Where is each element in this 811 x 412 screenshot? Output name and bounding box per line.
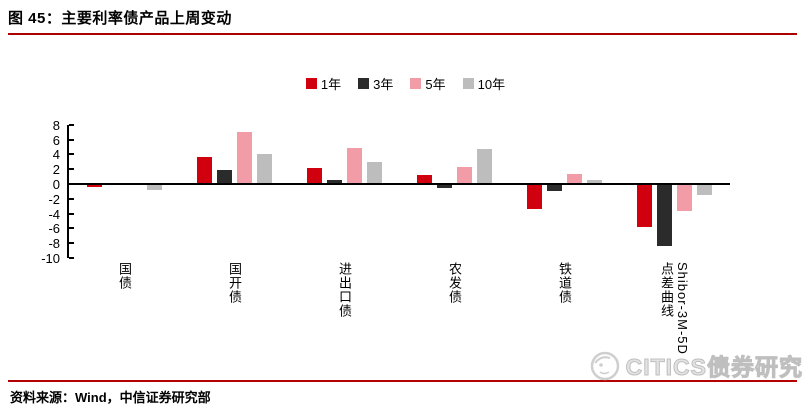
legend-label: 5年 bbox=[425, 77, 446, 92]
y-axis-tick bbox=[69, 123, 74, 126]
bar-进出口债-5年 bbox=[346, 148, 362, 184]
y-axis-tick bbox=[69, 227, 74, 230]
bar-农发债-5年 bbox=[456, 166, 472, 184]
x-axis-zero-line bbox=[67, 183, 730, 185]
x-category-label: 农发债 bbox=[447, 262, 462, 304]
y-tick-label: -2 bbox=[48, 191, 60, 207]
chart-legend: 1年 3年 5年 10年 bbox=[0, 74, 811, 93]
data-source-note: 资料来源：Wind，中信证券研究部 bbox=[10, 390, 211, 405]
bar-铁道债-10年 bbox=[586, 179, 602, 184]
y-tick-label: 0 bbox=[52, 177, 60, 192]
x-category-label: 国债 bbox=[117, 262, 132, 290]
bar-国开债-1年 bbox=[196, 157, 212, 184]
legend-swatch-10年 bbox=[462, 78, 474, 89]
y-axis-tick bbox=[69, 138, 74, 141]
legend-swatch-3年 bbox=[358, 78, 370, 89]
x-category-label: 铁道债 bbox=[557, 262, 572, 304]
bar-国开债-5年 bbox=[236, 132, 252, 184]
bar-Shibor-3M-5D点差曲线-10年 bbox=[696, 185, 712, 196]
x-category-label: Shibor-3M-5D 点差曲线 bbox=[659, 262, 690, 355]
bar-国开债-3年 bbox=[216, 169, 232, 184]
legend-label: 1年 bbox=[320, 77, 342, 92]
y-axis-tick bbox=[69, 212, 74, 215]
legend-label: 3年 bbox=[373, 77, 394, 92]
y-tick-label: -6 bbox=[48, 221, 60, 237]
y-tick-label: -4 bbox=[48, 206, 60, 222]
bar-铁道债-5年 bbox=[566, 173, 582, 184]
y-tick-label: 2 bbox=[52, 162, 60, 178]
y-axis-tick bbox=[69, 242, 74, 245]
bar-进出口债-10年 bbox=[366, 161, 382, 184]
y-tick-label: 8 bbox=[52, 117, 60, 133]
bar-铁道债-1年 bbox=[526, 185, 542, 209]
footer-divider-line bbox=[8, 380, 797, 382]
watermark-brand-text: CITICS债券研究 bbox=[625, 354, 803, 381]
y-tick-label: 4 bbox=[52, 147, 60, 163]
bar-Shibor-3M-5D点差曲线-5年 bbox=[676, 185, 692, 211]
bar-Shibor-3M-5D点差曲线-3年 bbox=[656, 185, 672, 246]
bar-进出口债-3年 bbox=[326, 180, 342, 184]
bar-国开债-10年 bbox=[256, 154, 272, 184]
x-category-label: 国开债 bbox=[227, 262, 242, 304]
bar-Shibor-3M-5D点差曲线-1年 bbox=[636, 185, 652, 228]
bar-铁道债-3年 bbox=[546, 185, 562, 191]
legend-item: 10年 bbox=[462, 74, 506, 93]
figure-title: 图 45：主要利率债产品上周变动 bbox=[8, 10, 232, 27]
x-category-label: 进出口债 bbox=[337, 262, 352, 318]
bar-国债-1年 bbox=[86, 185, 102, 187]
y-axis-tick bbox=[69, 197, 74, 200]
legend-item: 3年 bbox=[358, 74, 393, 93]
title-divider-line bbox=[8, 33, 797, 35]
y-axis-tick bbox=[69, 153, 74, 156]
citics-watermark: CITICS债券研究 bbox=[588, 348, 803, 382]
y-axis-line bbox=[67, 124, 69, 258]
legend-swatch-5年 bbox=[410, 78, 422, 89]
y-tick-label: 6 bbox=[52, 132, 60, 148]
bar-农发债-10年 bbox=[476, 149, 492, 184]
legend-swatch-1年 bbox=[305, 78, 317, 89]
citics-logo-icon bbox=[590, 351, 619, 381]
legend-item: 5年 bbox=[410, 74, 446, 93]
y-tick-label: -8 bbox=[48, 236, 60, 252]
y-tick-label: -10 bbox=[41, 251, 60, 266]
bar-农发债-3年 bbox=[436, 185, 452, 188]
y-axis-tick bbox=[69, 168, 74, 171]
legend-item: 1年 bbox=[305, 74, 342, 93]
bar-国债-10年 bbox=[146, 185, 162, 191]
bar-进出口债-1年 bbox=[306, 168, 322, 184]
y-axis-tick bbox=[69, 257, 74, 259]
legend-label: 10年 bbox=[477, 77, 506, 92]
bar-农发债-1年 bbox=[416, 175, 432, 184]
